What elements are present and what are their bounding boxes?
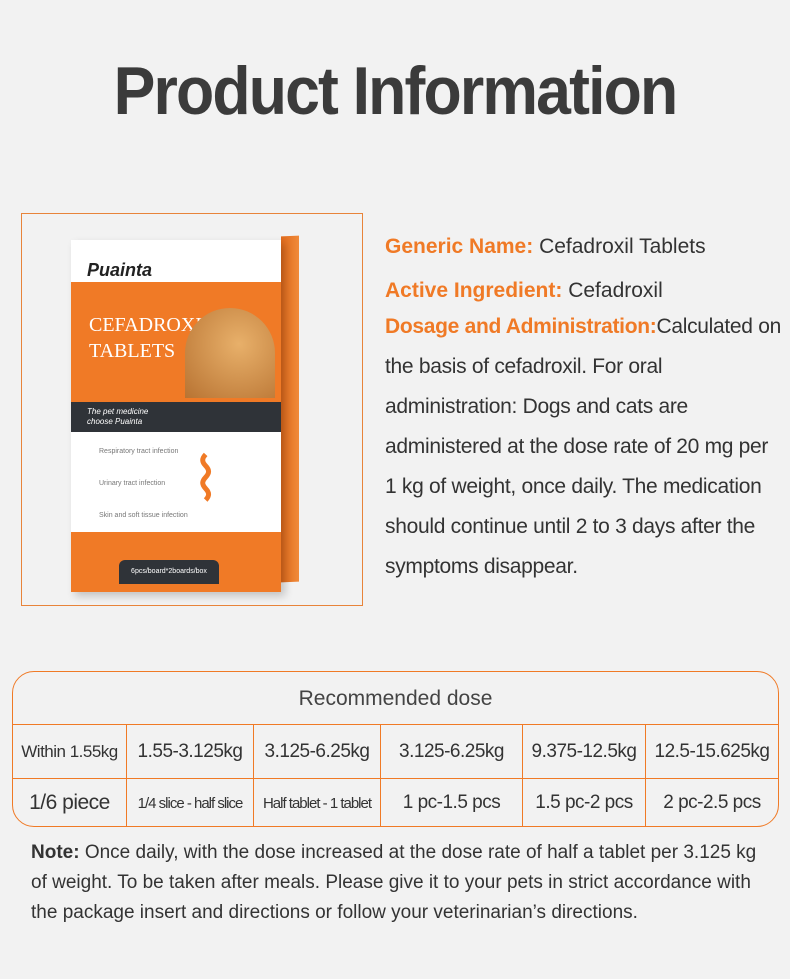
active-ingredient-value: Cefadroxil bbox=[562, 279, 663, 302]
generic-name: Generic Name: Cefadroxil Tablets bbox=[385, 227, 785, 267]
box-bottom-band: 6pcs/board*2boards/box bbox=[71, 532, 281, 592]
dose-cell: 1.5 pc-2 pcs bbox=[523, 779, 646, 826]
note-text: Once daily, with the dose increased at t… bbox=[31, 842, 757, 923]
page-title: Product Information bbox=[113, 53, 679, 129]
slogan-line-1: The pet medicine bbox=[87, 407, 149, 416]
table-row-doses: 1/6 piece 1/4 slice - half slice Half ta… bbox=[13, 779, 778, 826]
brand-logo: Puainta bbox=[87, 260, 153, 280]
dose-cell: 1/6 piece bbox=[13, 779, 127, 826]
weight-cell: 1.55-3.125kg bbox=[127, 725, 254, 778]
dose-table: Recommended dose Within 1.55kg 1.55-3.12… bbox=[12, 671, 779, 827]
active-ingredient-label: Active Ingredient: bbox=[385, 279, 563, 302]
dosage-label: Dosage and Administration: bbox=[385, 315, 657, 338]
dose-cell: Half tablet - 1 tablet bbox=[254, 779, 381, 826]
note: Note: Once daily, with the dose increase… bbox=[31, 838, 771, 928]
indication: Urinary tract infection bbox=[99, 480, 166, 487]
package-label: 6pcs/board*2boards/box bbox=[119, 560, 219, 584]
pets-photo bbox=[185, 308, 275, 398]
weight-cell: 3.125-6.25kg bbox=[254, 725, 381, 778]
weight-cell: Within 1.55kg bbox=[13, 725, 127, 778]
dosage-value: Calculated on the basis of cefadroxil. F… bbox=[385, 315, 781, 578]
weight-cell: 12.5-15.625kg bbox=[654, 740, 771, 762]
note-label: Note: bbox=[31, 842, 80, 863]
box-orange-band: CEFADROXIL TABLETS bbox=[71, 282, 281, 402]
active-ingredient: Active Ingredient: Cefadroxil bbox=[385, 271, 785, 311]
dose-cell: 2 pc-2.5 pcs bbox=[663, 792, 761, 813]
indication: Skin and soft tissue infection bbox=[99, 512, 188, 519]
product-box: Puainta CEFADROXIL TABLETS The pet medici… bbox=[71, 240, 281, 592]
generic-name-value: Cefadroxil Tablets bbox=[533, 235, 706, 258]
product-image: Puainta CEFADROXIL TABLETS The pet medici… bbox=[21, 213, 363, 606]
product-info: Generic Name: Cefadroxil Tablets Active … bbox=[385, 227, 785, 587]
weight-cell: 9.375-12.5kg bbox=[523, 725, 646, 778]
name-line-2: TABLETS bbox=[89, 340, 176, 362]
slogan-line-2: choose Puainta bbox=[87, 417, 143, 426]
weight-cell: 3.125-6.25kg bbox=[381, 725, 523, 778]
dosage: Dosage and Administration:Calculated on … bbox=[385, 307, 785, 587]
box-product-name: CEFADROXIL TABLETS bbox=[89, 312, 214, 364]
dose-cell: 1/4 slice - half slice bbox=[127, 779, 254, 826]
dna-icon: ⌇ bbox=[191, 446, 221, 513]
box-side bbox=[281, 235, 299, 583]
generic-name-label: Generic Name: bbox=[385, 235, 534, 258]
table-row-weights: Within 1.55kg 1.55-3.125kg 3.125-6.25kg … bbox=[13, 725, 778, 779]
table-header: Recommended dose bbox=[13, 672, 778, 725]
slogan-band: The pet medicine choose Puainta bbox=[71, 402, 281, 432]
dose-cell: 1 pc-1.5 pcs bbox=[381, 779, 523, 826]
indication: Respiratory tract infection bbox=[99, 448, 179, 455]
name-line-1: CEFADROXIL bbox=[89, 314, 215, 336]
